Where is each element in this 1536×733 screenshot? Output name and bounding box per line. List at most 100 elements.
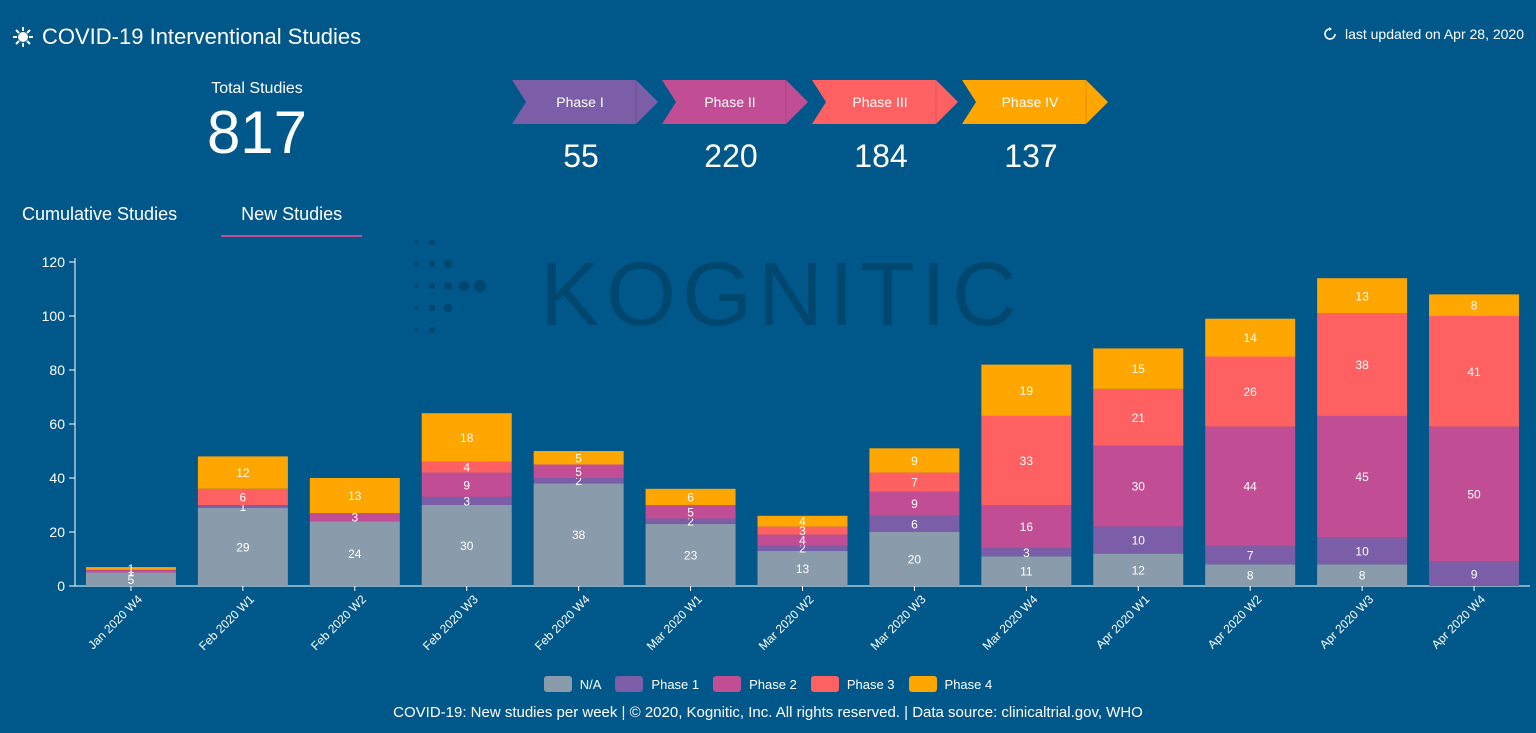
bar-segment <box>421 461 512 473</box>
legend-swatch <box>615 676 644 692</box>
data-label: 38 <box>572 528 586 542</box>
data-label: 5 <box>687 505 694 519</box>
legend-label: Phase 2 <box>749 676 797 692</box>
bar-segment <box>1429 426 1520 562</box>
y-tick-label: 60 <box>49 416 65 432</box>
bar-segment <box>197 505 288 508</box>
bar-segment <box>869 472 960 492</box>
legend-swatch <box>713 676 742 692</box>
refresh-icon[interactable] <box>1323 27 1337 41</box>
data-label: 1 <box>240 500 247 514</box>
x-tick-label: Mar 2020 W1 <box>644 592 705 653</box>
legend-item[interactable]: Phase 3 <box>810 676 895 692</box>
bar-segment <box>1317 415 1408 538</box>
last-updated-text: last updated on Apr 28, 2020 <box>1344 26 1524 42</box>
x-tick-label: Mar 2020 W3 <box>868 592 929 653</box>
phase-label-2: Phase II <box>704 94 756 110</box>
phase-card-3: Phase III 184 <box>812 80 958 175</box>
data-label: 41 <box>1467 365 1481 379</box>
data-label: 26 <box>1244 385 1258 399</box>
data-label: 29 <box>236 540 250 554</box>
data-label: 13 <box>348 489 362 503</box>
bar-segment <box>309 478 400 514</box>
data-label: 45 <box>1355 470 1369 484</box>
y-tick-label: 40 <box>49 470 65 486</box>
x-tick-label: Apr 2020 W1 <box>1093 592 1153 652</box>
bar-segment <box>1205 426 1296 546</box>
data-label: 19 <box>1020 384 1034 398</box>
legend-swatch <box>810 676 839 692</box>
data-label: 10 <box>1132 534 1146 548</box>
bar-segment <box>197 488 288 505</box>
bar-segment <box>1317 564 1408 586</box>
bar-segment <box>869 448 960 473</box>
last-updated: last updated on Apr 28, 2020 <box>1323 26 1524 42</box>
data-label: 9 <box>1471 567 1478 581</box>
bar-segment <box>309 513 400 522</box>
legend-label: Phase 3 <box>846 676 895 692</box>
bar-segment <box>421 496 512 505</box>
phase-card-2: Phase II 220 <box>662 80 808 175</box>
data-label: 24 <box>348 547 362 561</box>
x-tick-label: Feb 2020 W1 <box>196 592 257 653</box>
legend-item[interactable]: Phase 2 <box>713 676 797 692</box>
data-label: 8 <box>1359 569 1366 583</box>
virus-icon <box>13 27 33 47</box>
phase-chevron-4: Phase IV <box>962 80 1108 124</box>
phase-label-4: Phase IV <box>1001 94 1059 110</box>
tab-cumulative-studies[interactable]: Cumulative Studies <box>22 204 178 224</box>
bar-segment <box>981 415 1072 505</box>
bar-segment <box>645 488 736 505</box>
bar-segment <box>757 534 848 546</box>
phase-count-2: 220 <box>704 138 758 174</box>
data-label: 4 <box>463 461 470 475</box>
bar-segment <box>1317 537 1408 565</box>
legend-item[interactable]: Phase 1 <box>615 676 699 692</box>
data-label: 13 <box>1355 289 1369 303</box>
legend-item[interactable]: Phase 4 <box>908 676 993 692</box>
data-label: 5 <box>575 465 582 479</box>
data-label: 3 <box>799 524 806 538</box>
bar-segment <box>421 505 512 586</box>
bar-segment <box>1093 553 1184 586</box>
bar-segment <box>1205 545 1296 565</box>
bar-segment <box>1429 294 1520 316</box>
bar-segment <box>757 526 848 535</box>
bar-segment <box>197 507 288 586</box>
data-label: 33 <box>1020 454 1034 468</box>
data-label: 4 <box>799 534 806 548</box>
header: COVID-19 Interventional Studies <box>12 20 361 54</box>
phase-count-1: 55 <box>563 138 599 174</box>
y-tick-label: 100 <box>42 308 66 324</box>
total-studies: Total Studies 817 <box>196 80 318 164</box>
bar-segment <box>869 532 960 586</box>
x-tick-label: Feb 2020 W3 <box>420 592 481 653</box>
data-label: 13 <box>796 562 810 576</box>
bar-segment <box>645 523 736 586</box>
legend-swatch <box>543 676 572 692</box>
bar-segment <box>1205 356 1296 427</box>
chart-legend: N/A Phase 1 Phase 2 Phase 3 Phase 4 <box>0 676 1536 692</box>
data-label: 20 <box>908 553 922 567</box>
data-label: 10 <box>1355 544 1369 558</box>
bar-segment <box>533 464 624 478</box>
bar-segment <box>981 505 1072 549</box>
phase-chevron-2: Phase II <box>662 80 808 124</box>
x-tick-label: Feb 2020 W4 <box>532 592 593 653</box>
bar-segment <box>1093 526 1184 554</box>
data-label: 7 <box>911 476 918 490</box>
data-label: 44 <box>1244 480 1258 494</box>
legend-item[interactable]: N/A <box>543 676 601 692</box>
kognitic-watermark-logo <box>414 240 487 334</box>
data-label: 7 <box>1247 548 1254 562</box>
x-tick-label: Jan 2020 W4 <box>85 592 145 652</box>
bar-segment <box>1093 348 1184 389</box>
legend-label: Phase 1 <box>651 676 700 692</box>
y-tick-label: 20 <box>49 524 65 540</box>
data-label: 8 <box>1471 299 1478 313</box>
legend-label: Phase 4 <box>944 676 993 692</box>
bar-segment <box>1093 445 1184 527</box>
data-label: 16 <box>1020 520 1034 534</box>
tab-new-studies[interactable]: New Studies <box>221 200 363 237</box>
